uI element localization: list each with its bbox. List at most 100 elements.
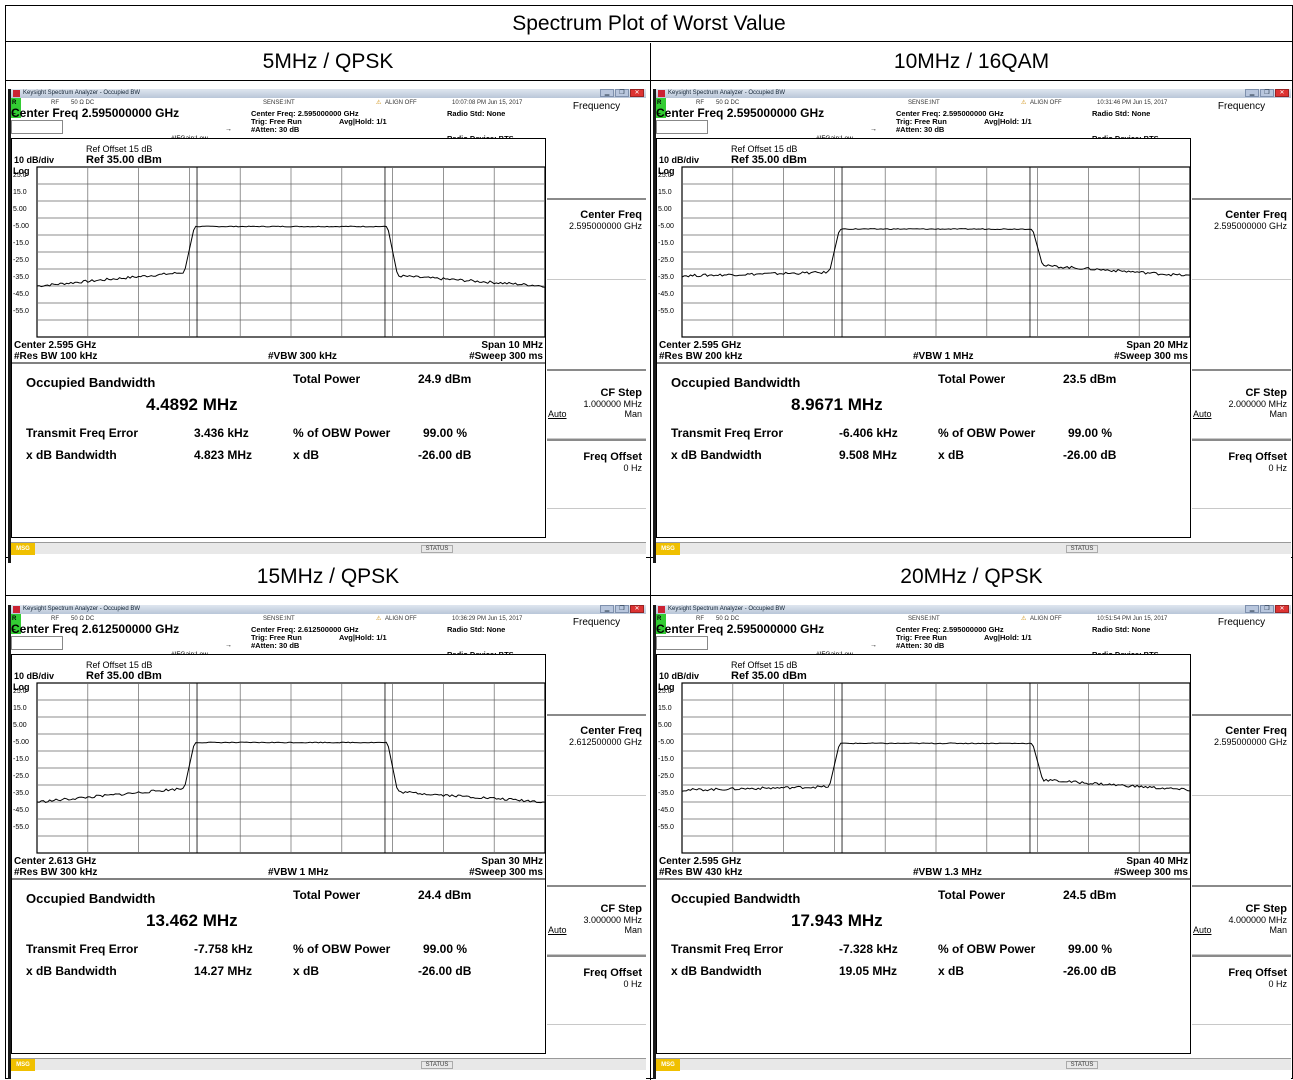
y-tick-label: -5.00 xyxy=(13,223,29,230)
total-power-value: 24.4 dBm xyxy=(418,888,471,902)
y-tick-label: -15.0 xyxy=(13,756,29,763)
trigger-arrow-icon: → xyxy=(225,126,232,133)
obw-pct-label: % of OBW Power xyxy=(293,942,391,956)
restore-button[interactable]: ❐ xyxy=(1260,89,1274,97)
y-tick-label: 5.00 xyxy=(658,722,672,729)
warning-icon: ⚠ xyxy=(376,616,382,622)
res-bw-label: #Res BW 430 kHz xyxy=(659,867,742,878)
y-tick-label: -45.0 xyxy=(13,807,29,814)
span-label: Span 40 MHz xyxy=(1126,856,1188,867)
obw-label: Occupied Bandwidth xyxy=(671,891,800,906)
spectrum-analyzer-window-2: Keysight Spectrum Analyzer - Occupied BW… xyxy=(653,89,1291,563)
caption-20mhz: 20MHz / QPSK xyxy=(651,558,1292,596)
vbw-label: #VBW 300 kHz xyxy=(268,351,337,362)
window-titlebar: Keysight Spectrum Analyzer - Occupied BW… xyxy=(11,605,646,614)
close-button[interactable]: ✕ xyxy=(1275,89,1289,97)
y-tick-label: -45.0 xyxy=(658,291,674,298)
ref-offset-label: Ref Offset 15 dB xyxy=(86,144,152,154)
window-titlebar: Keysight Spectrum Analyzer - Occupied BW… xyxy=(656,605,1291,614)
rl-indicator: R L xyxy=(11,98,21,118)
minimize-button[interactable]: ▁ xyxy=(600,605,614,613)
y-tick-label: 15.0 xyxy=(658,705,672,712)
scale-label: 10 dB/div xyxy=(659,671,699,681)
xdb-bw-value: 4.823 MHz xyxy=(194,448,252,462)
freq-offset-softkey[interactable]: Freq Offset 0 Hz xyxy=(547,439,646,509)
vbw-label: #VBW 1.3 MHz xyxy=(913,867,982,878)
log-label: Log xyxy=(658,166,675,176)
timestamp: 10:36:29 PM Jun 15, 2017 xyxy=(452,616,523,622)
minimize-button[interactable]: ▁ xyxy=(600,89,614,97)
cf-step-softkey[interactable]: CF Step 4.000000 MHz Auto Man xyxy=(1192,885,1291,955)
window-title: Keysight Spectrum Analyzer - Occupied BW xyxy=(23,90,141,96)
center-freq-softkey[interactable]: Center Freq 2.595000000 GHz xyxy=(547,198,646,280)
scale-label: 10 dB/div xyxy=(14,155,54,165)
span-label: Span 20 MHz xyxy=(1126,340,1188,351)
total-power-value: 23.5 dBm xyxy=(1063,372,1116,386)
msg-indicator: MSG xyxy=(656,1059,680,1071)
spectrum-trace xyxy=(681,228,1191,278)
center-freq-softkey[interactable]: Center Freq 2.612500000 GHz xyxy=(547,714,646,796)
window-title: Keysight Spectrum Analyzer - Occupied BW xyxy=(23,606,141,612)
cf-step-softkey[interactable]: CF Step 2.000000 MHz Auto Man xyxy=(1192,369,1291,439)
entry-box[interactable] xyxy=(11,120,63,134)
minimize-button[interactable]: ▁ xyxy=(1245,605,1259,613)
obw-pct-value: 99.00 % xyxy=(1068,426,1112,440)
app-icon xyxy=(658,606,665,613)
ref-level-label: Ref 35.00 dBm xyxy=(731,154,807,166)
msg-indicator: MSG xyxy=(656,543,680,555)
log-label: Log xyxy=(13,166,30,176)
status-bar: MSG STATUS xyxy=(656,542,1291,555)
restore-button[interactable]: ❐ xyxy=(615,89,629,97)
restore-button[interactable]: ❐ xyxy=(615,605,629,613)
total-power-value: 24.5 dBm xyxy=(1063,888,1116,902)
center-label: Center 2.595 GHz xyxy=(659,856,741,867)
app-icon xyxy=(13,90,20,97)
spectrum-analyzer-window-1: Keysight Spectrum Analyzer - Occupied BW… xyxy=(8,89,646,563)
restore-button[interactable]: ❐ xyxy=(1260,605,1274,613)
freq-offset-softkey[interactable]: Freq Offset 0 Hz xyxy=(1192,955,1291,1025)
freq-error-label: Transmit Freq Error xyxy=(671,942,783,956)
y-tick-label: -35.0 xyxy=(13,274,29,281)
close-button[interactable]: ✕ xyxy=(630,605,644,613)
vbw-label: #VBW 1 MHz xyxy=(913,351,974,362)
entry-box[interactable] xyxy=(11,636,63,650)
y-tick-label: -55.0 xyxy=(13,824,29,831)
sweep-label: #Sweep 300 ms xyxy=(1114,867,1188,878)
y-tick-label: 15.0 xyxy=(13,705,27,712)
warning-icon: ⚠ xyxy=(1021,100,1027,106)
spectrum-graph: Ref Offset 15 dB 10 dB/div Ref 35.00 dBm Lo… xyxy=(11,660,546,978)
xdb-value: -26.00 dB xyxy=(418,964,472,978)
freq-error-label: Transmit Freq Error xyxy=(26,942,138,956)
cf-step-softkey[interactable]: CF Step 1.000000 MHz Auto Man xyxy=(547,369,646,439)
freq-offset-softkey[interactable]: Freq Offset 0 Hz xyxy=(547,955,646,1025)
cf-step-softkey[interactable]: CF Step 3.000000 MHz Auto Man xyxy=(547,885,646,955)
center-freq-display: Center Freq 2.612500000 GHz xyxy=(11,622,180,636)
center-freq-softkey[interactable]: Center Freq 2.595000000 GHz xyxy=(1192,198,1291,280)
freq-offset-softkey[interactable]: Freq Offset 0 Hz xyxy=(1192,439,1291,509)
softkey-menu: Frequency Center Freq 2.595000000 GHz CF… xyxy=(1192,98,1291,538)
caption-10mhz: 10MHz / 16QAM xyxy=(651,43,1292,81)
minimize-button[interactable]: ▁ xyxy=(1245,89,1259,97)
xdb-label: x dB xyxy=(293,964,319,978)
xdb-bw-value: 9.508 MHz xyxy=(839,448,897,462)
xdb-label: x dB xyxy=(938,448,964,462)
obw-pct-label: % of OBW Power xyxy=(293,426,391,440)
caption-5mhz: 5MHz / QPSK xyxy=(6,43,650,81)
ref-offset-label: Ref Offset 15 dB xyxy=(731,144,797,154)
entry-box[interactable] xyxy=(656,120,708,134)
xdb-value: -26.00 dB xyxy=(1063,964,1117,978)
status-indicator: STATUS xyxy=(421,1061,453,1069)
y-tick-label: -25.0 xyxy=(658,773,674,780)
y-tick-label: -15.0 xyxy=(13,240,29,247)
ref-level-label: Ref 35.00 dBm xyxy=(731,670,807,682)
obw-value: 4.4892 MHz xyxy=(146,395,238,414)
xdb-bw-value: 14.27 MHz xyxy=(194,964,252,978)
xdb-value: -26.00 dB xyxy=(418,448,472,462)
window-title: Keysight Spectrum Analyzer - Occupied BW xyxy=(668,606,786,612)
entry-box[interactable] xyxy=(656,636,708,650)
close-button[interactable]: ✕ xyxy=(1275,605,1289,613)
close-button[interactable]: ✕ xyxy=(630,89,644,97)
total-power-label: Total Power xyxy=(938,888,1005,902)
center-freq-softkey[interactable]: Center Freq 2.595000000 GHz xyxy=(1192,714,1291,796)
total-power-label: Total Power xyxy=(293,372,360,386)
